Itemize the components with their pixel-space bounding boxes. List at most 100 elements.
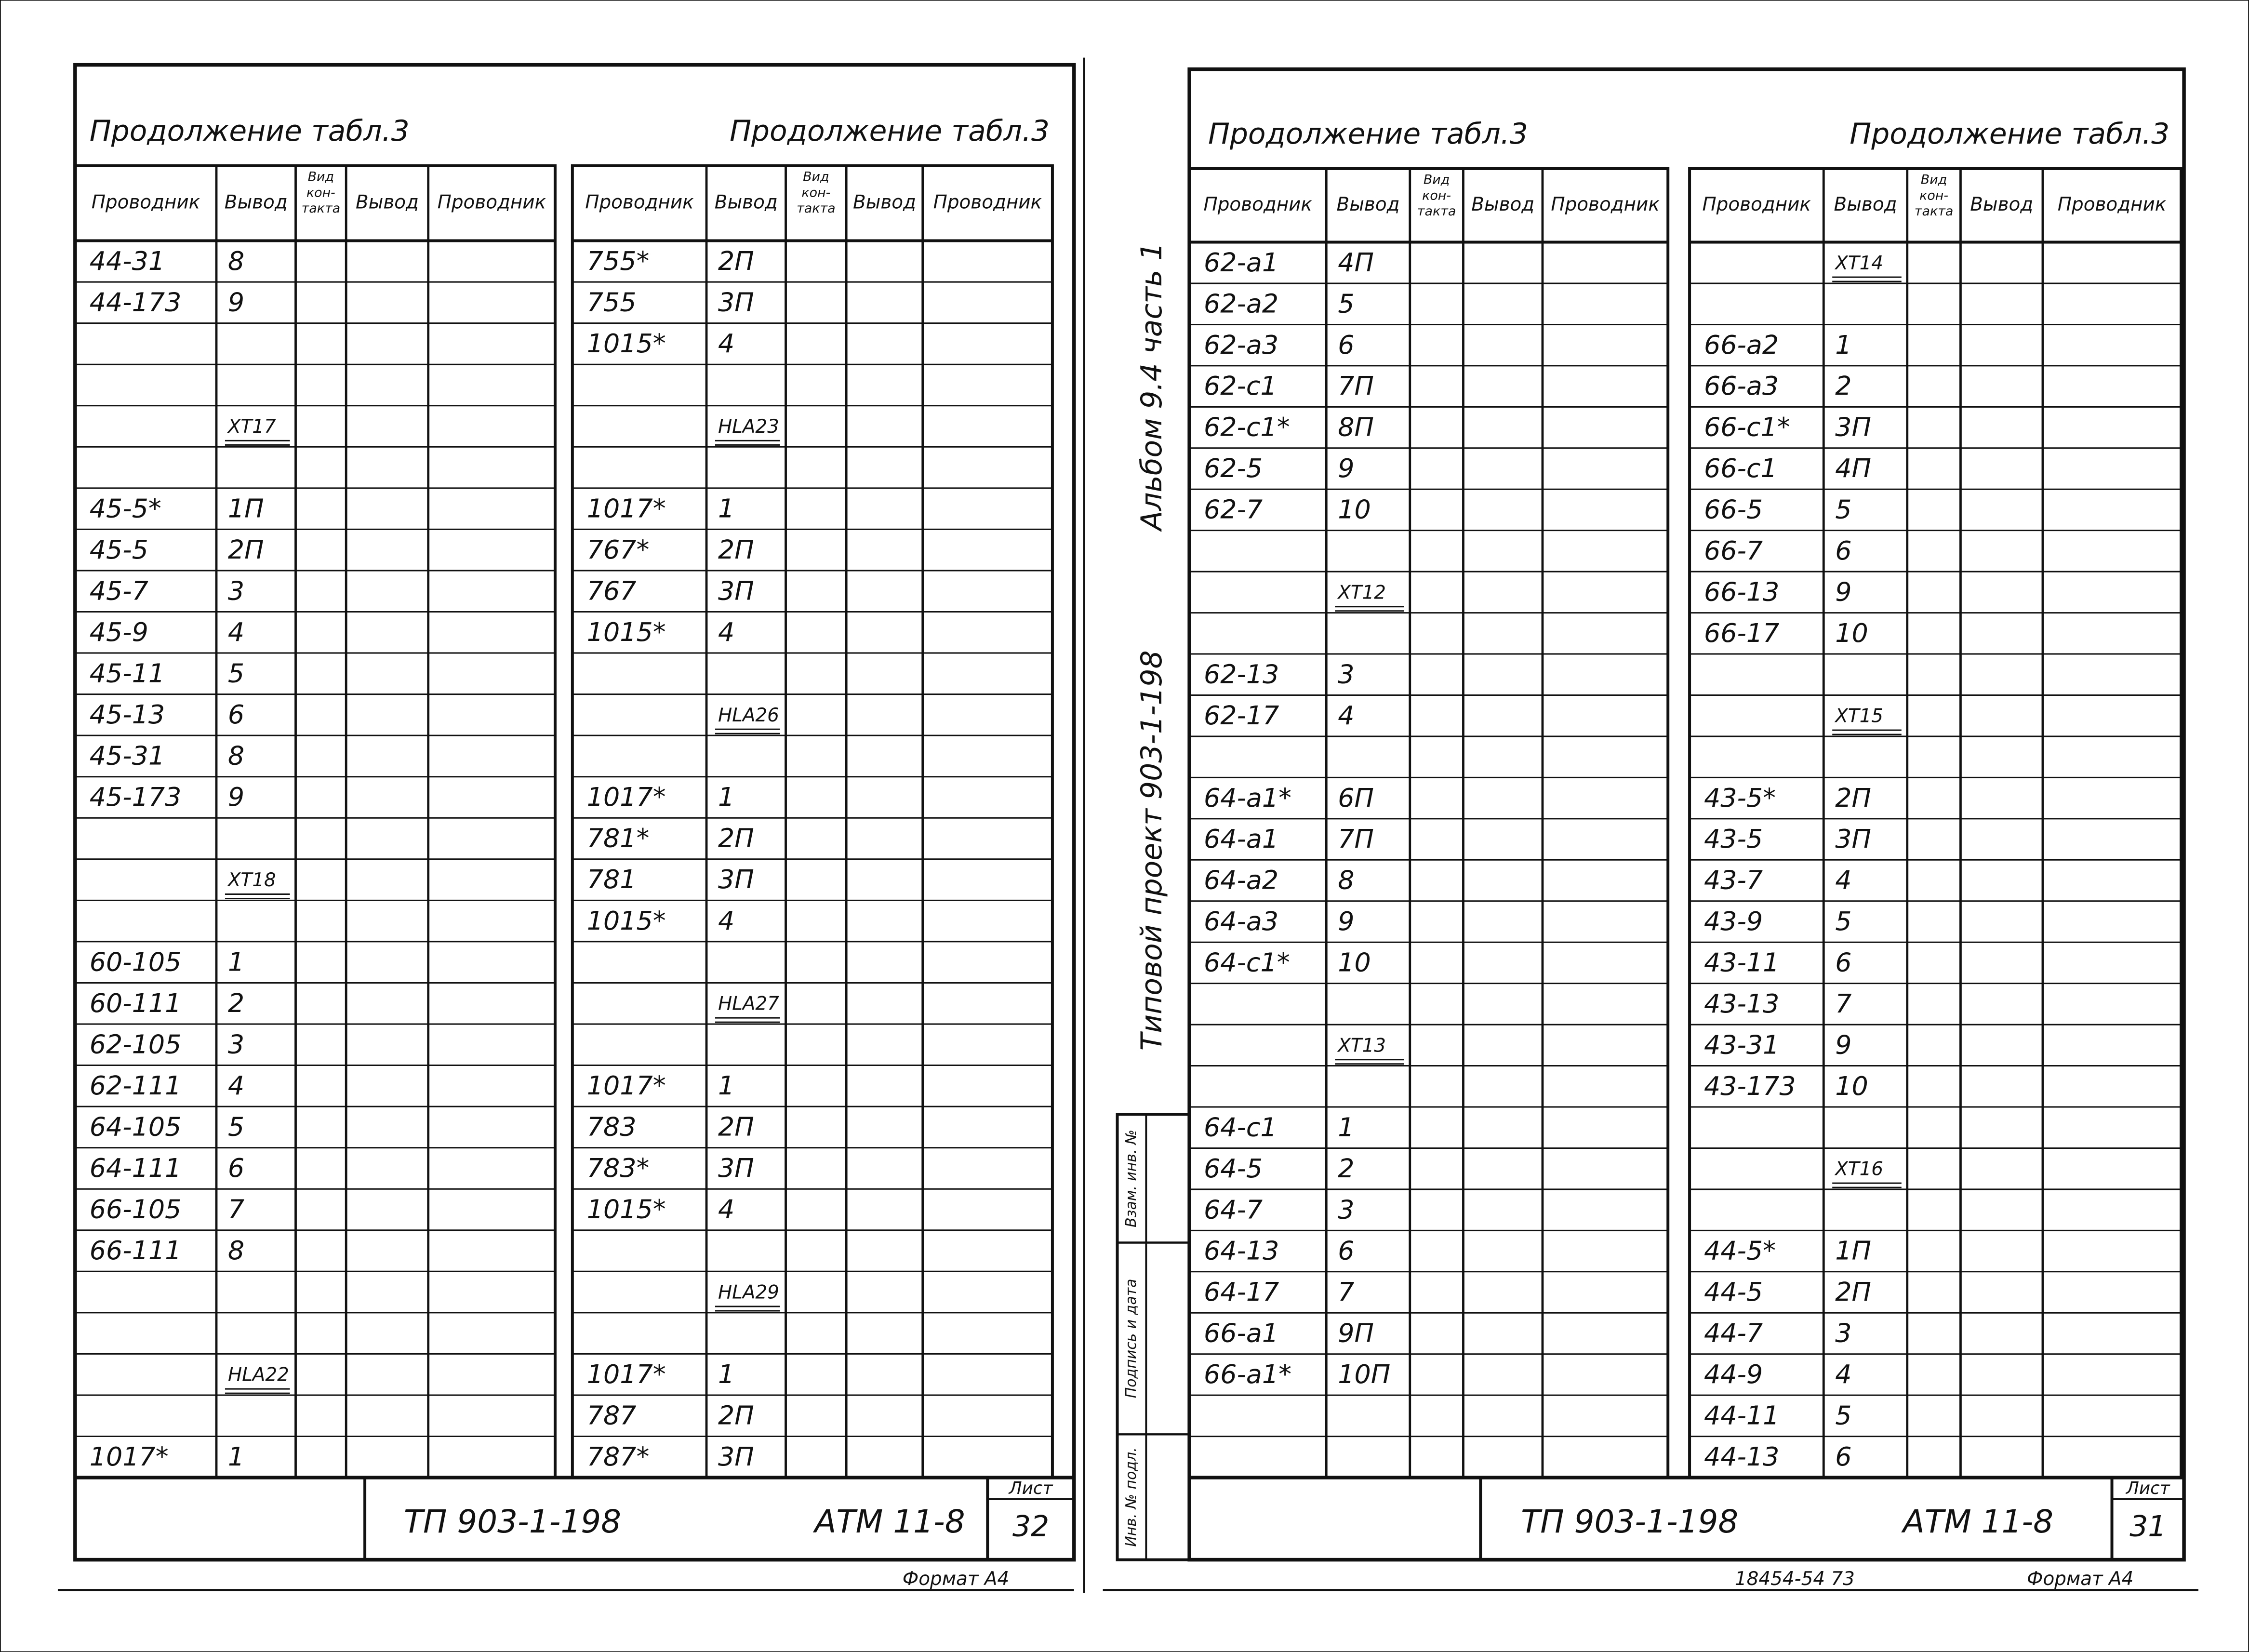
stamp-sheet-label: Лист: [2125, 1479, 2170, 1498]
conductor: 62-105: [90, 1029, 182, 1059]
terminal: 6: [1835, 947, 1851, 978]
conductor: 62-а3: [1204, 330, 1278, 360]
terminal: 2П: [718, 823, 754, 853]
column-header: Проводник: [1551, 194, 1660, 215]
conductor: 62-17: [1204, 700, 1279, 731]
conductor: 66-105: [90, 1194, 182, 1225]
conductor: 1015*: [587, 906, 666, 936]
conductor: 62-а2: [1204, 288, 1278, 319]
terminal-block: HLA26: [718, 705, 779, 726]
conductor: 66-а1: [1204, 1318, 1278, 1348]
conductor: 64-а1*: [1204, 783, 1291, 813]
terminal: 6: [1338, 330, 1354, 360]
column-header: Вывод: [1970, 194, 2033, 215]
column-header: Вывод: [853, 191, 916, 213]
terminal: 7П: [1338, 824, 1374, 854]
terminal: 9: [1835, 1029, 1851, 1060]
conductor: 43-5: [1704, 824, 1763, 854]
column-header: Вывод: [356, 191, 419, 213]
terminal: 4: [718, 617, 734, 647]
format-label: Формат А4: [2027, 1568, 2133, 1590]
conductor: 781*: [587, 823, 650, 853]
conductor: 64-а3: [1204, 906, 1278, 936]
terminal: 3П: [718, 287, 754, 318]
side-label: Подпись и дата: [1123, 1279, 1140, 1399]
conductor: 44-7: [1704, 1318, 1763, 1348]
terminal: 4П: [1835, 453, 1871, 483]
table-border: [571, 164, 1054, 1479]
order-number: 18454-54 73: [1735, 1568, 1855, 1590]
conductor: 767: [587, 575, 637, 606]
page-frame: [73, 63, 1076, 1562]
side-label: Взам. инв. №: [1123, 1130, 1140, 1227]
terminal: 5: [228, 1112, 244, 1142]
side-strip: [1116, 1113, 1191, 1561]
conductor: 62-5: [1204, 453, 1263, 483]
conductor: 66-с1*: [1704, 412, 1790, 442]
terminal: 6: [228, 1153, 244, 1183]
terminal: 4: [1835, 865, 1851, 895]
terminal: 4П: [1338, 247, 1374, 278]
conductor: 64-а2: [1204, 865, 1278, 895]
column-header: Вывод: [225, 191, 288, 213]
terminal: 4: [1835, 1359, 1851, 1389]
terminal-block: XT13: [1337, 1035, 1386, 1056]
terminal-block: XT12: [1337, 582, 1386, 603]
terminal: 8: [1338, 865, 1354, 895]
terminal: 10: [1338, 947, 1371, 978]
conductor: 62-7: [1204, 494, 1263, 525]
terminal: 1: [718, 1070, 734, 1101]
conductor: 44-11: [1704, 1400, 1779, 1431]
stamp-designation: ТП 903-1-198: [404, 1503, 621, 1540]
terminal: 3П: [1835, 412, 1871, 442]
terminal: 7: [228, 1194, 244, 1225]
column-header: Проводник: [933, 191, 1042, 213]
terminal: 8П: [1338, 412, 1374, 442]
conductor: 43-11: [1704, 947, 1779, 978]
conductor: 66-111: [90, 1235, 182, 1266]
terminal: 3П: [718, 575, 754, 606]
column-header: такта: [797, 201, 836, 216]
column-header: такта: [1417, 204, 1456, 219]
terminal: 9: [1338, 453, 1354, 483]
terminal: 2П: [718, 1400, 754, 1430]
terminal: 3: [228, 575, 244, 606]
terminal: 2: [228, 988, 244, 1018]
conductor: 66-а3: [1704, 371, 1779, 401]
conductor: 787: [587, 1400, 637, 1430]
terminal: 2П: [718, 1112, 754, 1142]
terminal: 10: [1338, 494, 1371, 525]
conductor: 44-9: [1704, 1359, 1763, 1389]
terminal-block: HLA29: [718, 1282, 779, 1304]
column-header: Вывод: [1834, 194, 1897, 215]
conductor: 1017*: [587, 1070, 666, 1101]
stamp-sheet: 31: [2129, 1509, 2166, 1543]
terminal: 3П: [1835, 824, 1871, 854]
terminal: 1: [718, 493, 734, 523]
terminal-block: XT14: [1834, 253, 1883, 274]
conductor: 66-5: [1704, 494, 1763, 525]
conductor: 66-а1*: [1204, 1359, 1291, 1389]
conductor: 45-5*: [90, 493, 161, 523]
table-caption: Продолжение табл.3: [1850, 117, 2169, 151]
column-header: Вид: [1921, 172, 1947, 187]
column-header: Проводник: [585, 191, 694, 213]
terminal: 3: [1338, 1194, 1354, 1225]
column-header: Вывод: [1471, 194, 1534, 215]
conductor: 64-105: [90, 1112, 182, 1142]
terminal-block: HLA23: [718, 416, 779, 438]
conductor: 45-31: [90, 741, 165, 771]
conductor: 1015*: [587, 1194, 666, 1225]
terminal: 10П: [1338, 1359, 1390, 1389]
terminal: 7: [1835, 988, 1851, 1019]
terminal: 3П: [718, 1153, 754, 1183]
terminal: 8: [228, 246, 244, 276]
conductor: 44-13: [1704, 1441, 1779, 1472]
terminal: 5: [1835, 1400, 1851, 1431]
terminal: 1: [1835, 330, 1851, 360]
terminal-block: HLA22: [228, 1364, 289, 1386]
terminal: 4: [718, 1194, 734, 1225]
conductor: 64-5: [1204, 1153, 1263, 1184]
